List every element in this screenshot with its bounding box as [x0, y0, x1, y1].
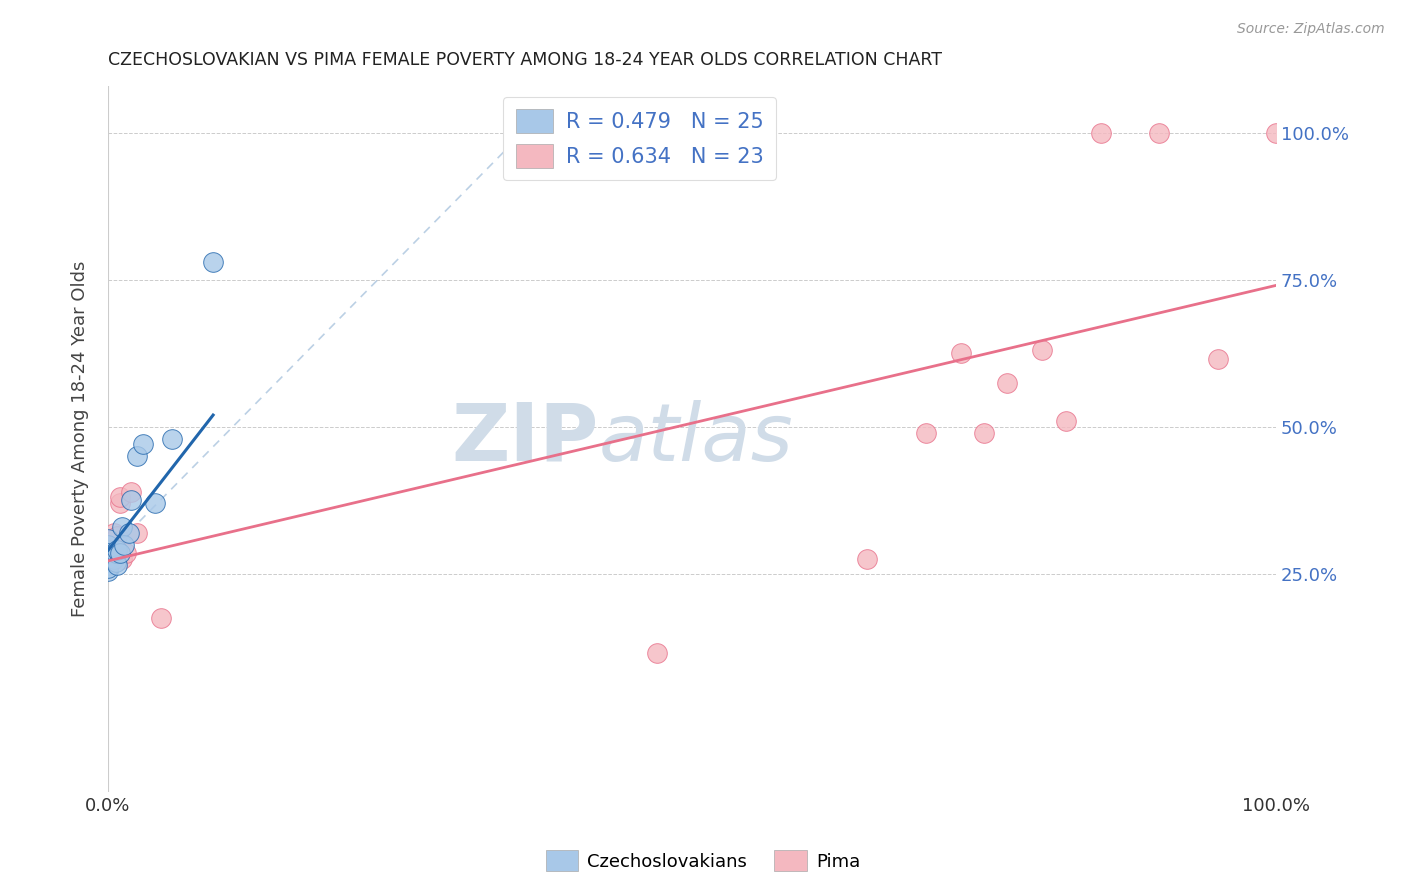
Point — [127, 525, 149, 540]
Point — [105, 555, 128, 569]
Text: atlas: atlas — [599, 400, 793, 477]
Point — [103, 525, 125, 540]
Point — [97, 558, 120, 573]
Text: ZIP: ZIP — [451, 400, 599, 477]
Point — [973, 425, 995, 440]
Point — [202, 255, 225, 269]
Point — [105, 546, 128, 560]
Point — [97, 543, 120, 558]
Point — [1090, 126, 1112, 140]
Point — [97, 537, 120, 551]
Point — [105, 529, 128, 543]
Legend: R = 0.479   N = 25, R = 0.634   N = 23: R = 0.479 N = 25, R = 0.634 N = 23 — [503, 96, 776, 180]
Point — [105, 543, 128, 558]
Point — [914, 425, 936, 440]
Point — [120, 493, 142, 508]
Point — [1054, 414, 1077, 428]
Point — [645, 647, 668, 661]
Point — [1265, 126, 1288, 140]
Point — [97, 546, 120, 560]
Point — [112, 537, 135, 551]
Point — [108, 491, 131, 505]
Point — [1206, 352, 1229, 367]
Text: Source: ZipAtlas.com: Source: ZipAtlas.com — [1237, 22, 1385, 37]
Point — [1147, 126, 1170, 140]
Y-axis label: Female Poverty Among 18-24 Year Olds: Female Poverty Among 18-24 Year Olds — [72, 260, 89, 616]
Point — [995, 376, 1018, 390]
Point — [149, 611, 172, 625]
Point — [111, 552, 134, 566]
Point — [111, 520, 134, 534]
Point — [97, 546, 120, 560]
Point — [103, 546, 125, 560]
Text: CZECHOSLOVAKIAN VS PIMA FEMALE POVERTY AMONG 18-24 YEAR OLDS CORRELATION CHART: CZECHOSLOVAKIAN VS PIMA FEMALE POVERTY A… — [108, 51, 942, 69]
Point — [114, 546, 136, 560]
Point — [105, 558, 128, 573]
Point — [118, 525, 141, 540]
Point — [856, 552, 879, 566]
Point — [105, 543, 128, 558]
Point — [103, 552, 125, 566]
Point — [97, 555, 120, 569]
Point — [97, 561, 120, 575]
Point — [1031, 343, 1053, 358]
Point — [108, 546, 131, 560]
Point — [143, 496, 166, 510]
Point — [97, 552, 120, 566]
Point — [160, 432, 183, 446]
Point — [132, 437, 155, 451]
Point — [949, 346, 972, 360]
Point — [97, 532, 120, 546]
Legend: Czechoslovakians, Pima: Czechoslovakians, Pima — [538, 843, 868, 879]
Point — [120, 484, 142, 499]
Point — [97, 564, 120, 578]
Point — [127, 450, 149, 464]
Point — [108, 496, 131, 510]
